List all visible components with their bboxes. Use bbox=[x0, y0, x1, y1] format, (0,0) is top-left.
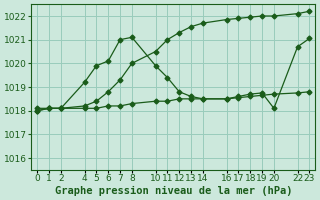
X-axis label: Graphe pression niveau de la mer (hPa): Graphe pression niveau de la mer (hPa) bbox=[55, 186, 292, 196]
